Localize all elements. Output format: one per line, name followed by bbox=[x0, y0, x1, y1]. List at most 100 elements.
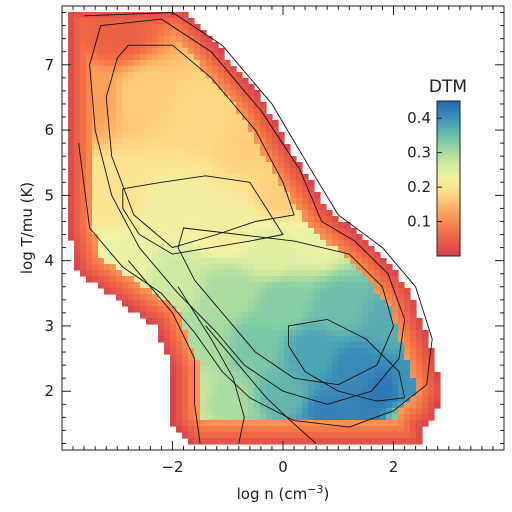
heatmap-cell bbox=[164, 54, 171, 61]
x-axis-label-main: log n (cm bbox=[237, 485, 308, 503]
heatmap-cell bbox=[380, 366, 387, 373]
heatmap-cell bbox=[170, 162, 177, 169]
heatmap-cell bbox=[224, 414, 231, 421]
heatmap-cell bbox=[218, 246, 225, 253]
heatmap-cell bbox=[152, 204, 159, 211]
heatmap-cell bbox=[200, 102, 207, 109]
heatmap-cell bbox=[224, 150, 231, 157]
heatmap-cell bbox=[296, 228, 303, 235]
heatmap-cell bbox=[146, 258, 153, 265]
heatmap-cell bbox=[194, 108, 201, 115]
heatmap-cell bbox=[146, 66, 153, 73]
heatmap-cell bbox=[338, 288, 345, 295]
heatmap-cell bbox=[218, 216, 225, 223]
heatmap-cell bbox=[158, 102, 165, 109]
heatmap-cell bbox=[308, 204, 315, 211]
heatmap-cell bbox=[194, 366, 201, 373]
heatmap-cell bbox=[182, 264, 189, 271]
heatmap-cell bbox=[320, 378, 327, 385]
heatmap-cell bbox=[284, 324, 291, 331]
heatmap-cell bbox=[368, 432, 375, 439]
heatmap-cell bbox=[164, 114, 171, 121]
heatmap-cell bbox=[182, 432, 189, 439]
heatmap-cell bbox=[200, 96, 207, 103]
heatmap-cell bbox=[332, 222, 339, 229]
heatmap-cell bbox=[362, 336, 369, 343]
heatmap-cell bbox=[164, 78, 171, 85]
heatmap-cell bbox=[212, 342, 219, 349]
heatmap-cell bbox=[74, 60, 81, 67]
heatmap-cell bbox=[254, 96, 261, 103]
heatmap-cell bbox=[224, 288, 231, 295]
heatmap-cell bbox=[422, 420, 429, 427]
heatmap-cell bbox=[128, 150, 135, 157]
heatmap-cell bbox=[140, 240, 147, 247]
heatmap-cell bbox=[338, 360, 345, 367]
heatmap-cell bbox=[176, 18, 183, 25]
heatmap-cell bbox=[68, 234, 75, 241]
contour-line bbox=[127, 260, 201, 444]
heatmap-cell bbox=[158, 36, 165, 43]
heatmap-cell bbox=[308, 180, 315, 187]
heatmap-cell bbox=[110, 60, 117, 67]
heatmap-cell bbox=[290, 432, 297, 439]
heatmap-cell bbox=[272, 132, 279, 139]
heatmap-cell bbox=[152, 276, 159, 283]
heatmap-cell bbox=[206, 174, 213, 181]
heatmap-cell bbox=[356, 384, 363, 391]
heatmap-cell bbox=[146, 36, 153, 43]
heatmap-cell bbox=[122, 168, 129, 175]
heatmap-cell bbox=[368, 390, 375, 397]
heatmap-cell bbox=[260, 426, 267, 433]
heatmap-cell bbox=[362, 420, 369, 427]
heatmap-cell bbox=[236, 144, 243, 151]
heatmap-cell bbox=[266, 414, 273, 421]
heatmap-cell bbox=[128, 48, 135, 55]
heatmap-cell bbox=[380, 300, 387, 307]
heatmap-cell bbox=[296, 366, 303, 373]
heatmap-cell bbox=[74, 156, 81, 163]
heatmap-cell bbox=[266, 366, 273, 373]
heatmap-cell bbox=[188, 288, 195, 295]
heatmap-cell bbox=[152, 282, 159, 289]
heatmap-cell bbox=[134, 144, 141, 151]
heatmap-cell bbox=[242, 168, 249, 175]
heatmap-cell bbox=[236, 102, 243, 109]
heatmap-cell bbox=[152, 288, 159, 295]
heatmap-cell bbox=[140, 150, 147, 157]
heatmap-cell bbox=[428, 408, 435, 415]
heatmap-cell bbox=[152, 84, 159, 91]
heatmap-cell bbox=[320, 210, 327, 217]
heatmap-cell bbox=[116, 36, 123, 43]
heatmap-cell bbox=[272, 342, 279, 349]
heatmap-cell bbox=[404, 288, 411, 295]
heatmap-cell bbox=[296, 426, 303, 433]
heatmap-cell bbox=[332, 252, 339, 259]
heatmap-cell bbox=[140, 72, 147, 79]
heatmap-cell bbox=[146, 276, 153, 283]
heatmap-cell bbox=[116, 24, 123, 31]
heatmap-cell bbox=[344, 330, 351, 337]
heatmap-cell bbox=[206, 144, 213, 151]
heatmap-cell bbox=[350, 312, 357, 319]
heatmap-cell bbox=[344, 402, 351, 409]
heatmap-cell bbox=[356, 324, 363, 331]
heatmap-cell bbox=[206, 414, 213, 421]
heatmap-cell bbox=[80, 240, 87, 247]
heatmap-cell bbox=[416, 426, 423, 433]
heatmap-cell bbox=[188, 138, 195, 145]
heatmap-cell bbox=[146, 192, 153, 199]
heatmap-cell bbox=[230, 150, 237, 157]
heatmap-cell bbox=[404, 300, 411, 307]
heatmap-cell bbox=[182, 408, 189, 415]
heatmap-cell bbox=[272, 330, 279, 337]
heatmap-cell bbox=[206, 438, 213, 445]
heatmap-cell bbox=[206, 384, 213, 391]
heatmap-cell bbox=[230, 216, 237, 223]
heatmap-cell bbox=[134, 306, 141, 313]
heatmap-cell bbox=[128, 114, 135, 121]
heatmap-cell bbox=[122, 66, 129, 73]
heatmap-cell bbox=[164, 96, 171, 103]
heatmap-cell bbox=[140, 114, 147, 121]
heatmap-cell bbox=[146, 210, 153, 217]
